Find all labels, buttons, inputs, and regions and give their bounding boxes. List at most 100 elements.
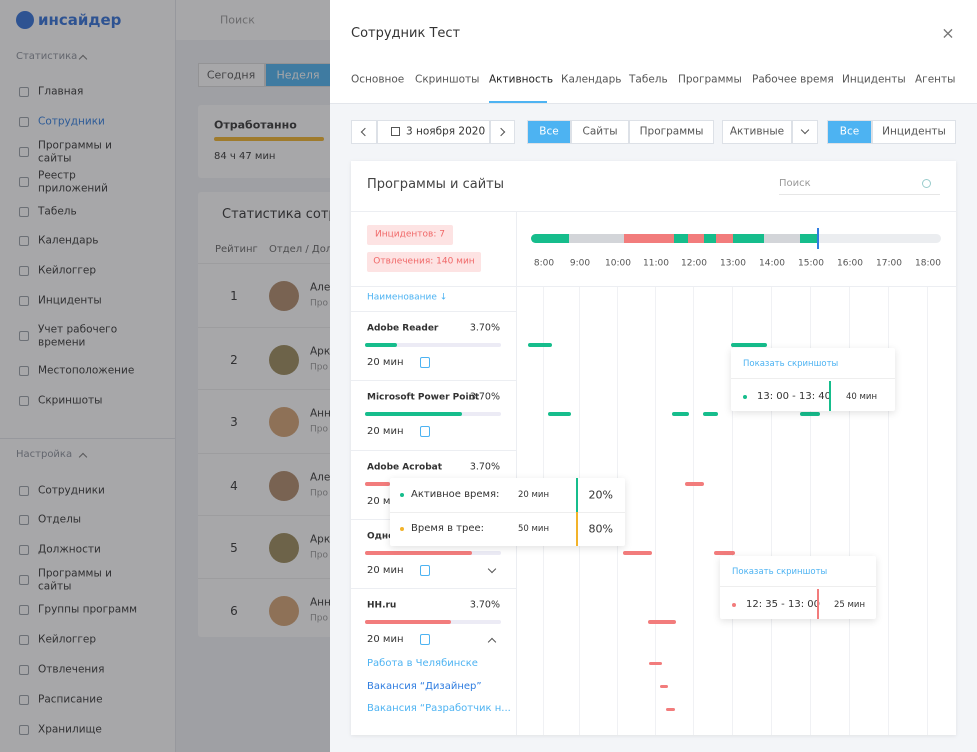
status-box[interactable]	[722, 120, 792, 144]
tooltip-link[interactable]: Показать скриншоты	[743, 358, 839, 369]
menu-item[interactable]: Кейлоггер	[38, 633, 97, 646]
page-link[interactable]: Вакансия “Дизайнер”	[367, 681, 482, 692]
tooltip-duration: 25 мин	[834, 599, 866, 610]
menu-item[interactable]: Расписание	[38, 693, 103, 706]
panel-search[interactable]: Поиск	[779, 178, 811, 189]
dot	[743, 395, 747, 399]
date[interactable]: 3 ноября 2020	[406, 125, 486, 138]
avatar	[269, 533, 299, 563]
icon	[19, 665, 29, 675]
menu-item[interactable]: Табель	[38, 205, 77, 218]
menu-item[interactable]: Инциденты	[38, 294, 102, 307]
menu-item[interactable]: Реестр приложений	[38, 169, 108, 194]
menu-item[interactable]: Программы и сайты	[38, 139, 112, 164]
app-name: HH.ru	[367, 600, 397, 611]
page-link[interactable]: Вакансия “Разработчик н...	[367, 703, 511, 714]
tooltip-link[interactable]: Показать скриншоты	[732, 566, 828, 577]
next-box[interactable]	[490, 120, 515, 144]
timeline-segment	[624, 234, 674, 243]
menu-item[interactable]: Хранилище	[38, 723, 102, 736]
menu-item[interactable]: Отвлечения	[38, 663, 105, 676]
menu-item[interactable]: Программы и сайты	[38, 567, 112, 592]
tab[interactable]: Скриншоты	[415, 73, 480, 86]
menu-item[interactable]: Сотрудники	[38, 115, 105, 128]
icon	[19, 635, 29, 645]
app-name: Microsoft Power Point	[367, 392, 480, 403]
activity-bar[interactable]	[623, 551, 652, 555]
now-marker	[817, 228, 819, 249]
tab[interactable]: Агенты	[915, 73, 956, 86]
app-time: 20 мин	[367, 426, 404, 437]
type-filter[interactable]: Программы	[639, 125, 704, 138]
type-filter[interactable]: Все	[539, 125, 559, 138]
menu-item[interactable]: Учет рабочего времени	[38, 323, 118, 348]
type-filter-box[interactable]	[571, 120, 629, 144]
menu-item[interactable]: Отделы	[38, 513, 82, 526]
icon	[19, 366, 29, 376]
activity-bar[interactable]	[731, 343, 767, 347]
kind-filter[interactable]: Инциденты	[882, 125, 946, 138]
divider	[351, 588, 516, 589]
tab[interactable]: Программы	[678, 73, 742, 86]
activity-bar[interactable]	[800, 412, 820, 416]
panel	[351, 161, 956, 735]
tab[interactable]: Календарь	[561, 73, 622, 86]
kind-filter[interactable]: Все	[839, 125, 860, 138]
activity-bar[interactable]	[528, 343, 552, 347]
screens-icon[interactable]	[420, 634, 430, 645]
menu-item[interactable]: Главная	[38, 85, 84, 98]
timeline-segment	[733, 234, 764, 243]
status[interactable]: Активные	[729, 125, 785, 138]
activity-bar[interactable]	[714, 551, 735, 555]
icon	[19, 177, 29, 187]
activity-bar[interactable]	[672, 412, 689, 416]
menu-item[interactable]: Группы программ	[38, 603, 138, 616]
icon	[19, 331, 29, 341]
activity-bar[interactable]	[548, 412, 571, 416]
section-title[interactable]: Статистика	[16, 51, 78, 62]
type-filter[interactable]: Сайты	[582, 125, 618, 138]
tab[interactable]: Табель	[629, 73, 668, 86]
activity-bar[interactable]	[685, 482, 704, 486]
grid-line	[927, 286, 928, 735]
menu-item[interactable]: Скриншоты	[38, 394, 103, 407]
screens-icon[interactable]	[420, 426, 430, 437]
period[interactable]: Сегодня	[206, 68, 256, 82]
activity-bar[interactable]	[703, 412, 718, 416]
type-filter-box[interactable]	[629, 120, 714, 144]
divider	[351, 211, 956, 212]
tab[interactable]: Рабочее время	[752, 73, 834, 86]
page-link[interactable]: Работа в Челябинске	[367, 658, 478, 669]
grid-line	[771, 286, 772, 735]
divider	[351, 286, 956, 287]
icon	[19, 266, 29, 276]
prev-box[interactable]	[351, 120, 377, 144]
screens-icon[interactable]	[420, 357, 430, 368]
menu-item[interactable]: Должности	[38, 543, 101, 556]
search[interactable]: Поиск	[220, 13, 255, 27]
employee-name: Анн	[310, 407, 331, 420]
screens-icon[interactable]	[420, 565, 430, 576]
activity-bar[interactable]	[666, 708, 675, 711]
tab[interactable]: Активность	[489, 73, 554, 86]
worked-card	[198, 105, 348, 178]
icon	[19, 117, 29, 127]
kind-filter-box[interactable]	[872, 120, 956, 144]
activity-bar[interactable]	[660, 685, 668, 688]
sort[interactable]: Наименование ↓	[367, 292, 448, 303]
rank: 5	[230, 540, 238, 555]
tab[interactable]: Инциденты	[842, 73, 906, 86]
menu-item[interactable]: Кейлоггер	[38, 264, 97, 277]
menu-item[interactable]: Местоположение	[38, 364, 135, 377]
activity-bar[interactable]	[649, 662, 662, 665]
menu-item[interactable]: Календарь	[38, 234, 99, 247]
dropdown-box[interactable]	[792, 120, 818, 144]
kind-filter-box[interactable]	[827, 120, 872, 144]
menu-item[interactable]: Сотрудники	[38, 484, 105, 497]
tab[interactable]: Основное	[351, 73, 405, 86]
type-filter-box[interactable]	[527, 120, 571, 144]
section-title[interactable]: Настройка	[16, 449, 73, 460]
close[interactable]: ×	[941, 23, 955, 43]
period[interactable]: Неделя	[276, 68, 320, 82]
activity-bar[interactable]	[648, 620, 676, 624]
